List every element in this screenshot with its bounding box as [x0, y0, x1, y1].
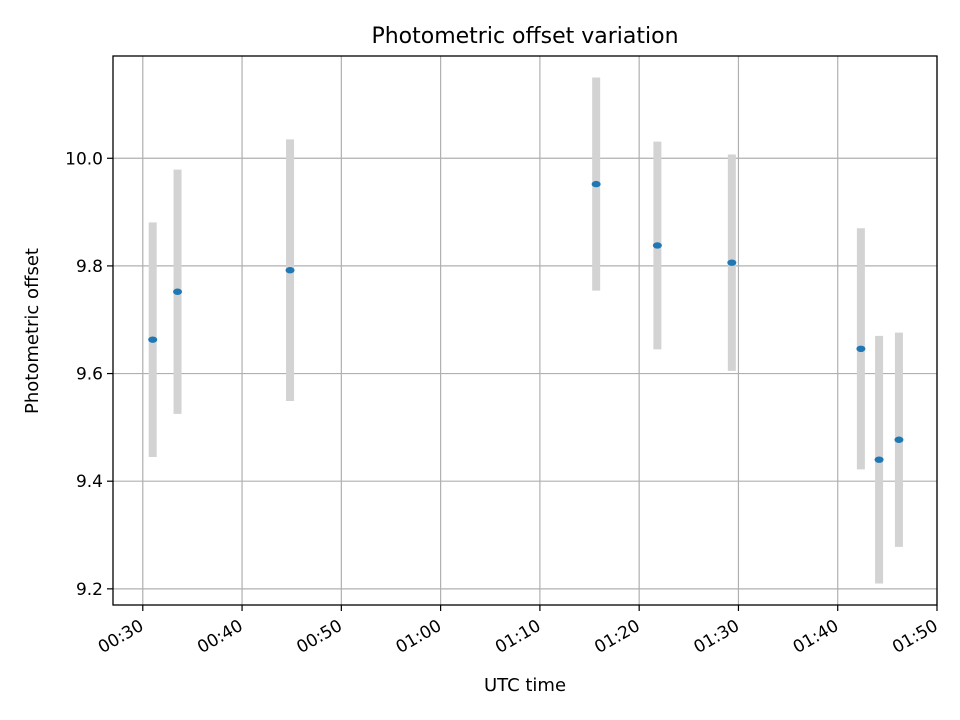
x-tick-label: 01:00 [393, 616, 445, 658]
y-tick-label: 9.8 [76, 257, 103, 277]
data-point [285, 267, 295, 274]
data-point [173, 288, 183, 295]
data-point [727, 259, 737, 266]
data-point [856, 345, 866, 352]
data-point [652, 242, 662, 249]
x-axis-label: UTC time [484, 675, 566, 696]
x-tick-label: 01:30 [691, 616, 743, 658]
data-point [148, 336, 158, 343]
x-tick-label: 01:40 [790, 616, 842, 658]
y-tick-label: 9.2 [76, 580, 103, 600]
grid [113, 56, 938, 605]
x-tick-label: 00:30 [95, 616, 147, 658]
data-point [874, 456, 884, 463]
error-bars [148, 77, 903, 584]
x-tick-label: 00:40 [194, 616, 246, 658]
y-tick-label: 9.6 [76, 365, 103, 385]
y-tick-label: 10.0 [65, 149, 103, 169]
x-tick-label: 01:50 [889, 616, 941, 658]
y-tick-label: 9.4 [76, 472, 103, 492]
x-tick-label: 01:10 [492, 616, 544, 658]
x-tick-label: 00:50 [293, 616, 345, 658]
data-point [591, 180, 601, 188]
plot-frame [112, 55, 938, 606]
chart-title: Photometric offset variation [371, 24, 678, 49]
y-axis-label: Photometric offset [22, 248, 43, 414]
data-point [894, 436, 904, 443]
x-tick-label: 01:20 [591, 616, 643, 658]
y-axis-ticks: 9.2 9.4 9.6 9.8 10.0 [65, 149, 113, 600]
x-axis-ticks: 00:30 00:40 00:50 01:00 01:10 01:20 01:30 01:40… [95, 605, 942, 658]
data-points [148, 180, 904, 463]
